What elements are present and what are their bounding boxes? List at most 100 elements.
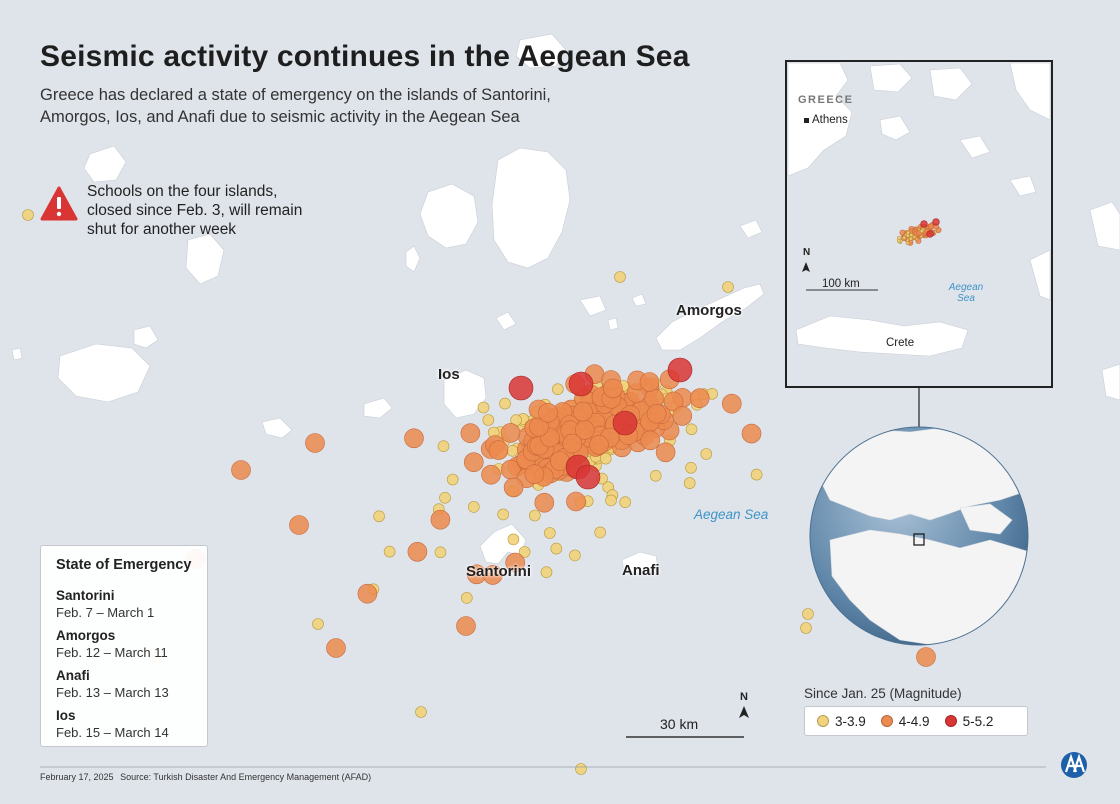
earthquake-point	[528, 509, 541, 522]
north-label: N	[740, 691, 748, 703]
earthquake-point	[599, 452, 612, 465]
earthquake-point	[488, 440, 509, 460]
dot-icon	[944, 715, 957, 727]
earthquake-point	[639, 372, 660, 392]
earthquake-point	[566, 491, 586, 512]
magnitude-class: 3-3.9	[817, 714, 866, 729]
earthquake-point	[430, 509, 451, 530]
magnitude-class: 4-4.9	[880, 714, 930, 729]
earthquake-point	[594, 526, 607, 539]
inset-island: Crete	[886, 337, 915, 349]
earthquake-point	[22, 209, 34, 221]
island-folegandros	[261, 417, 293, 439]
islands-layer	[11, 33, 1120, 575]
island-mykonos	[515, 33, 567, 69]
earthquake-point	[508, 375, 534, 401]
earthquake-point	[909, 233, 914, 237]
island-sikinos	[363, 397, 393, 419]
earthquake-point	[550, 542, 563, 555]
island-small-5	[1089, 201, 1120, 251]
earthquake-point	[926, 230, 934, 238]
earthquake-point	[456, 616, 476, 636]
earthquake-point	[568, 371, 594, 397]
aa-logo-icon	[1061, 752, 1087, 778]
emergency-item: Anafi Feb. 13 – March 13	[56, 668, 169, 700]
earthquake-point	[640, 430, 661, 451]
earthquake-point	[312, 618, 324, 630]
earthquake-point	[741, 423, 762, 444]
earthquake-point	[373, 510, 385, 523]
emergency-item: Santorini Feb. 7 – March 1	[56, 588, 155, 620]
earthquake-point	[614, 271, 626, 283]
earthquake-point	[896, 238, 901, 243]
earthquake-point	[683, 477, 696, 489]
earthquake-point	[721, 393, 742, 414]
earthquake-point	[700, 448, 713, 460]
earthquake-point	[569, 549, 581, 562]
earthquake-point	[916, 647, 936, 667]
earthquake-point	[507, 533, 520, 546]
warning-triangle-icon	[40, 186, 78, 221]
earthquake-point	[800, 622, 812, 634]
earthquake-point	[500, 423, 521, 443]
earthquake-point	[802, 608, 814, 620]
earthquake-point	[463, 452, 484, 473]
inset-city: Athens	[812, 114, 848, 126]
inset-crete	[795, 315, 969, 357]
footer-date: February 17, 2025	[40, 772, 114, 782]
earthquake-point	[505, 552, 526, 573]
dot-icon	[817, 715, 829, 727]
island-small-3	[631, 293, 647, 307]
emergency-title: State of Emergency	[56, 557, 192, 573]
earthquake-point	[506, 444, 519, 457]
earthquake-point	[909, 236, 913, 241]
earthquake-point	[534, 492, 555, 513]
earthquake-point	[497, 508, 510, 521]
emergency-legend: State of Emergency Santorini Feb. 7 – Ma…	[40, 545, 208, 747]
earthquake-point	[482, 414, 495, 426]
inset-north-arrow-icon	[802, 262, 810, 272]
inset-scale-label: 100 km	[822, 278, 860, 290]
earthquake-point	[646, 403, 667, 424]
island-milos	[57, 343, 151, 403]
earthquake-point	[437, 440, 450, 453]
earthquake-point	[439, 491, 451, 504]
label-ios: Ios	[438, 366, 460, 383]
island-small-4	[11, 347, 23, 361]
earthquake-point	[722, 281, 734, 293]
magnitude-legend-title: Since Jan. 25 (Magnitude)	[804, 686, 962, 701]
earthquake-point	[689, 388, 710, 409]
earthquake-point	[383, 545, 396, 558]
earthquake-point	[518, 546, 531, 558]
earthquake-point	[446, 473, 459, 486]
inset-country: GREECE	[798, 94, 854, 106]
island-naxos	[491, 147, 571, 269]
label-aegean-sea: Aegean Sea	[694, 507, 769, 522]
island-koufonisia	[579, 295, 607, 317]
page-subtitle: Greece has declared a state of emergency…	[40, 86, 551, 126]
earthquake-point	[481, 464, 501, 485]
island-small-6	[1101, 363, 1120, 401]
earthquake-point	[289, 515, 309, 535]
footer-source: Source: Turkish Disaster And Emergency M…	[120, 772, 372, 782]
earthquake-point	[551, 383, 564, 396]
island-donousa	[739, 219, 763, 239]
earthquake-point	[538, 402, 558, 423]
earthquake-point	[750, 468, 763, 481]
island-anafi	[621, 551, 659, 575]
earthquake-point	[540, 566, 553, 579]
earthquake-point	[357, 583, 378, 604]
earthquake-point	[573, 401, 593, 422]
earthquake-point	[415, 706, 427, 718]
island-small-2	[607, 317, 619, 331]
earthquake-point	[407, 541, 428, 562]
earthquake-point	[920, 220, 928, 228]
footer: February 17, 2025 Source: Turkish Disast…	[40, 772, 371, 782]
earthquake-point	[524, 464, 545, 485]
earthquake-point	[482, 565, 503, 585]
earthquake-point	[906, 230, 910, 235]
earthquake-point	[404, 428, 424, 449]
inset-land	[787, 62, 1051, 357]
earthquake-point	[928, 223, 935, 230]
